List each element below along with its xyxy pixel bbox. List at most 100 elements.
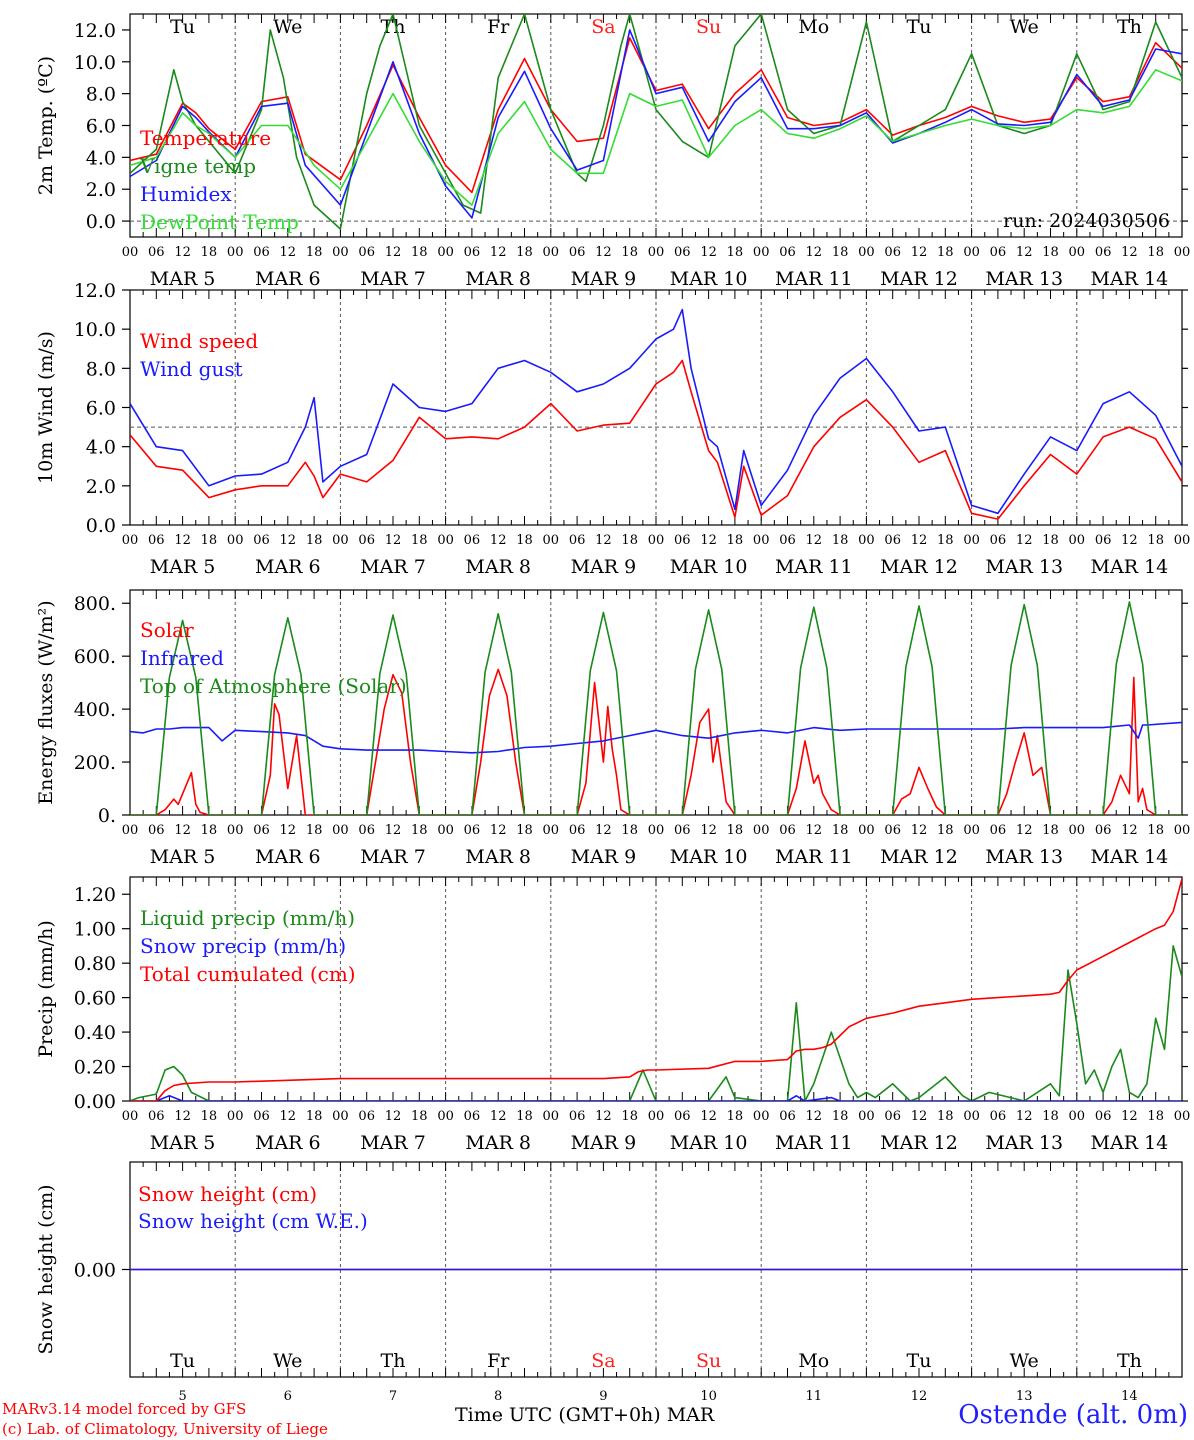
temp-hour-label: 18 xyxy=(516,245,533,260)
temp-hour-label: 18 xyxy=(937,245,954,260)
precip-hour-label: 00 xyxy=(543,1109,560,1124)
day-number-label: 14 xyxy=(1121,1389,1138,1404)
energy-hour-label: 18 xyxy=(1042,823,1059,838)
energy-hour-label: 06 xyxy=(569,823,586,838)
precip-hour-label: 00 xyxy=(858,1109,875,1124)
energy-hour-label: 18 xyxy=(516,823,533,838)
temp-legend-entry: Humidex xyxy=(140,182,232,206)
precip-ytick-label: 0.20 xyxy=(74,1057,116,1079)
energy-hour-label: 06 xyxy=(148,823,165,838)
wind-ytick-label: 2.0 xyxy=(86,476,116,498)
precip-date-label: MAR 13 xyxy=(985,1132,1063,1154)
wind-hour-label: 00 xyxy=(1174,533,1191,548)
energy-hour-label: 18 xyxy=(727,823,744,838)
wind-hour-label: 18 xyxy=(411,533,428,548)
temp-hour-label: 00 xyxy=(648,245,665,260)
snow-weekday-label: Sa xyxy=(591,1350,615,1372)
snow-legend-entry: Snow height (cm) xyxy=(138,1182,317,1206)
day-number-label: 8 xyxy=(494,1389,502,1404)
precip-hour-label: 18 xyxy=(516,1109,533,1124)
precip-hour-label: 12 xyxy=(280,1109,297,1124)
energy-hour-label: 06 xyxy=(779,823,796,838)
temp-hour-label: 12 xyxy=(595,245,612,260)
wind-hour-label: 00 xyxy=(122,533,139,548)
energy-ytick-label: 400. xyxy=(74,699,116,721)
temp-hour-label: 12 xyxy=(1121,245,1138,260)
wind-hour-label: 18 xyxy=(1147,533,1164,548)
precip-series-total-cumulated-cm- xyxy=(130,878,1182,1101)
wind-ytick-label: 12.0 xyxy=(74,280,116,302)
wind-hour-label: 00 xyxy=(1069,533,1086,548)
temp-hour-label: 06 xyxy=(253,245,270,260)
energy-hour-label: 06 xyxy=(884,823,901,838)
temp-hour-label: 06 xyxy=(464,245,481,260)
precip-ytick-label: 1.00 xyxy=(74,919,116,941)
snow-legend-entry: Snow height (cm W.E.) xyxy=(138,1209,368,1233)
precip-date-label: MAR 11 xyxy=(775,1132,853,1154)
precip-hour-label: 12 xyxy=(1121,1109,1138,1124)
precip-hour-label: 18 xyxy=(1042,1109,1059,1124)
precip-date-label: MAR 6 xyxy=(255,1132,321,1154)
energy-ylabel: Energy fluxes (W/m²) xyxy=(35,600,57,804)
energy-hour-label: 12 xyxy=(1016,823,1033,838)
precip-hour-label: 00 xyxy=(332,1109,349,1124)
wind-date-label: MAR 14 xyxy=(1091,556,1169,578)
day-number-label: 13 xyxy=(1016,1389,1033,1404)
energy-hour-label: 00 xyxy=(1069,823,1086,838)
energy-hour-label: 12 xyxy=(595,823,612,838)
temp-date-label: MAR 5 xyxy=(150,268,216,290)
energy-hour-label: 00 xyxy=(753,823,770,838)
energy-hour-label: 00 xyxy=(227,823,244,838)
temp-date-label: MAR 10 xyxy=(670,268,748,290)
model-credit: MARv3.14 model forced by GFS xyxy=(2,1400,247,1418)
precip-hour-label: 06 xyxy=(779,1109,796,1124)
energy-ytick-label: 800. xyxy=(74,593,116,615)
snow-weekday-label: Fr xyxy=(487,1350,510,1372)
energy-date-label: MAR 14 xyxy=(1091,846,1169,868)
temp-hour-label: 06 xyxy=(569,245,586,260)
energy-legend-entry: Top of Atmosphere (Solar) xyxy=(140,674,407,698)
temp-hour-label: 12 xyxy=(174,245,191,260)
temp-weekday-label: We xyxy=(1010,16,1039,38)
precip-date-label: MAR 7 xyxy=(360,1132,426,1154)
precip-hour-label: 12 xyxy=(174,1109,191,1124)
wind-hour-label: 12 xyxy=(806,533,823,548)
energy-date-label: MAR 6 xyxy=(255,846,321,868)
precip-hour-label: 00 xyxy=(1174,1109,1191,1124)
temp-hour-label: 12 xyxy=(490,245,507,260)
wind-hour-label: 00 xyxy=(753,533,770,548)
temp-date-label: MAR 8 xyxy=(465,268,531,290)
snow-weekday-label: Su xyxy=(696,1350,721,1372)
energy-hour-label: 00 xyxy=(858,823,875,838)
precip-hour-label: 06 xyxy=(358,1109,375,1124)
day-number-label: 11 xyxy=(806,1389,823,1404)
precip-date-label: MAR 5 xyxy=(150,1132,216,1154)
wind-hour-label: 12 xyxy=(1121,533,1138,548)
energy-hour-label: 18 xyxy=(306,823,323,838)
precip-date-label: MAR 8 xyxy=(465,1132,531,1154)
energy-hour-label: 06 xyxy=(253,823,270,838)
wind-hour-label: 06 xyxy=(569,533,586,548)
wind-hour-label: 12 xyxy=(490,533,507,548)
temp-hour-label: 06 xyxy=(779,245,796,260)
precip-hour-label: 00 xyxy=(437,1109,454,1124)
run-annotation: run: 2024030506 xyxy=(1003,210,1170,232)
energy-hour-label: 18 xyxy=(411,823,428,838)
energy-hour-label: 00 xyxy=(1174,823,1191,838)
energy-legend-entry: Solar xyxy=(140,618,194,642)
temp-hour-label: 00 xyxy=(227,245,244,260)
wind-date-label: MAR 5 xyxy=(150,556,216,578)
day-number-label: 9 xyxy=(599,1389,607,1404)
wind-hour-label: 06 xyxy=(884,533,901,548)
energy-hour-label: 00 xyxy=(332,823,349,838)
precip-hour-label: 18 xyxy=(306,1109,323,1124)
temp-hour-label: 18 xyxy=(832,245,849,260)
energy-series-top-of-atmosphere-solar- xyxy=(130,601,1182,815)
energy-date-label: MAR 10 xyxy=(670,846,748,868)
temp-date-label: MAR 12 xyxy=(880,268,958,290)
day-number-label: 10 xyxy=(700,1389,717,1404)
wind-date-label: MAR 8 xyxy=(465,556,531,578)
wind-hour-label: 12 xyxy=(911,533,928,548)
day-number-label: 6 xyxy=(284,1389,292,1404)
